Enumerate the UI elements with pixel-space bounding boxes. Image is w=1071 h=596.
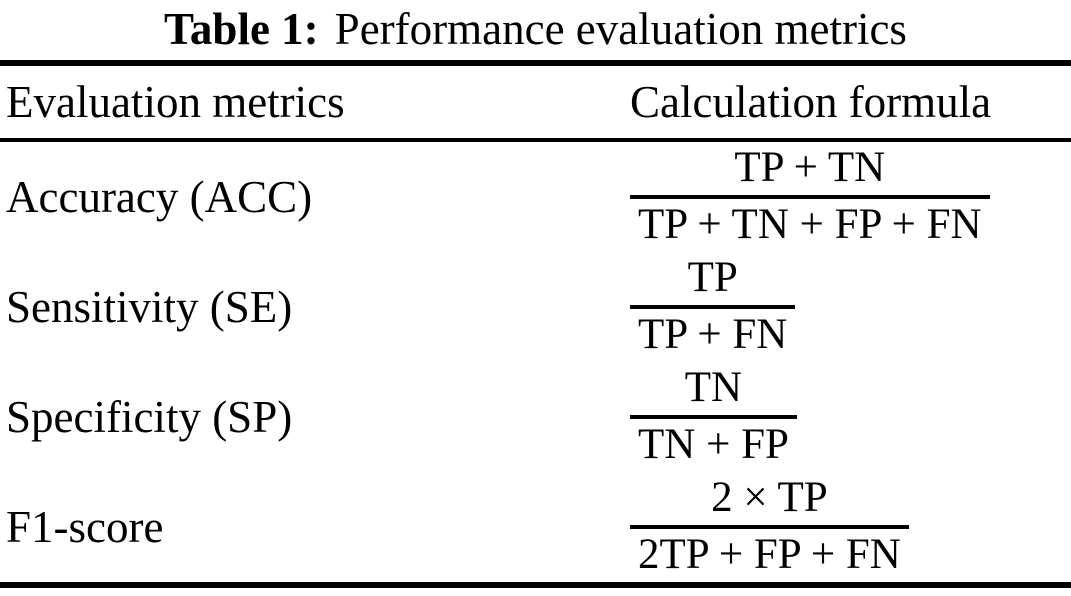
formula-numerator: TN xyxy=(684,364,743,412)
caption-text: Performance evaluation metrics xyxy=(334,4,907,54)
formula-numerator: 2 × TP xyxy=(711,474,828,522)
formula-fraction: 2 × TP 2TP + FP + FN xyxy=(630,476,909,577)
formula-fraction: TP TP + FN xyxy=(630,254,796,358)
table-caption: Table 1: Performance evaluation metrics xyxy=(0,0,1071,58)
table-body: Accuracy (ACC) TP + TN TP + TN + FP + FN… xyxy=(0,142,1071,582)
caption-label: Table 1: xyxy=(164,4,319,54)
metric-name: Accuracy (ACC) xyxy=(6,172,313,222)
formula-numerator: TP + TN xyxy=(734,144,886,192)
metric-name: Sensitivity (SE) xyxy=(6,282,293,332)
fraction-bar xyxy=(630,415,797,419)
formula-fraction: TP + TN TP + TN + FP + FN xyxy=(630,146,990,247)
formula-cell: TN TN + FP xyxy=(630,366,1071,467)
formula-numerator: TP xyxy=(687,254,738,302)
table-row-specificity: Specificity (SP) TN TN + FP xyxy=(0,362,1071,472)
formula-denominator: TN + FP xyxy=(638,421,789,468)
table-row-sensitivity: Sensitivity (SE) TP TP + FN xyxy=(0,252,1071,362)
metric-name: F1-score xyxy=(6,502,164,552)
col-header-calculation-formula: Calculation formula xyxy=(630,77,992,127)
bottom-rule xyxy=(0,582,1071,588)
fraction-bar xyxy=(630,195,990,199)
formula-denominator: TP + TN + FP + FN xyxy=(638,201,982,248)
metric-name: Specificity (SP) xyxy=(6,392,293,442)
formula-denominator: TP + FN xyxy=(638,311,788,358)
table-row-accuracy: Accuracy (ACC) TP + TN TP + TN + FP + FN xyxy=(0,142,1071,252)
header-row: Evaluation metrics Calculation formula xyxy=(0,66,1071,138)
header-rule xyxy=(0,138,1071,142)
formula-cell: TP + TN TP + TN + FP + FN xyxy=(630,146,1071,247)
formula-cell: 2 × TP 2TP + FP + FN xyxy=(630,476,1071,577)
table-row-f1-score: F1-score 2 × TP 2TP + FP + FN xyxy=(0,472,1071,582)
fraction-bar xyxy=(630,305,796,309)
top-rule xyxy=(0,60,1071,66)
fraction-bar xyxy=(630,525,909,529)
formula-cell: TP TP + FN xyxy=(630,256,1071,357)
formula-denominator: 2TP + FP + FN xyxy=(638,531,901,578)
formula-fraction: TN TN + FP xyxy=(630,366,797,467)
col-header-evaluation-metrics: Evaluation metrics xyxy=(6,77,345,127)
